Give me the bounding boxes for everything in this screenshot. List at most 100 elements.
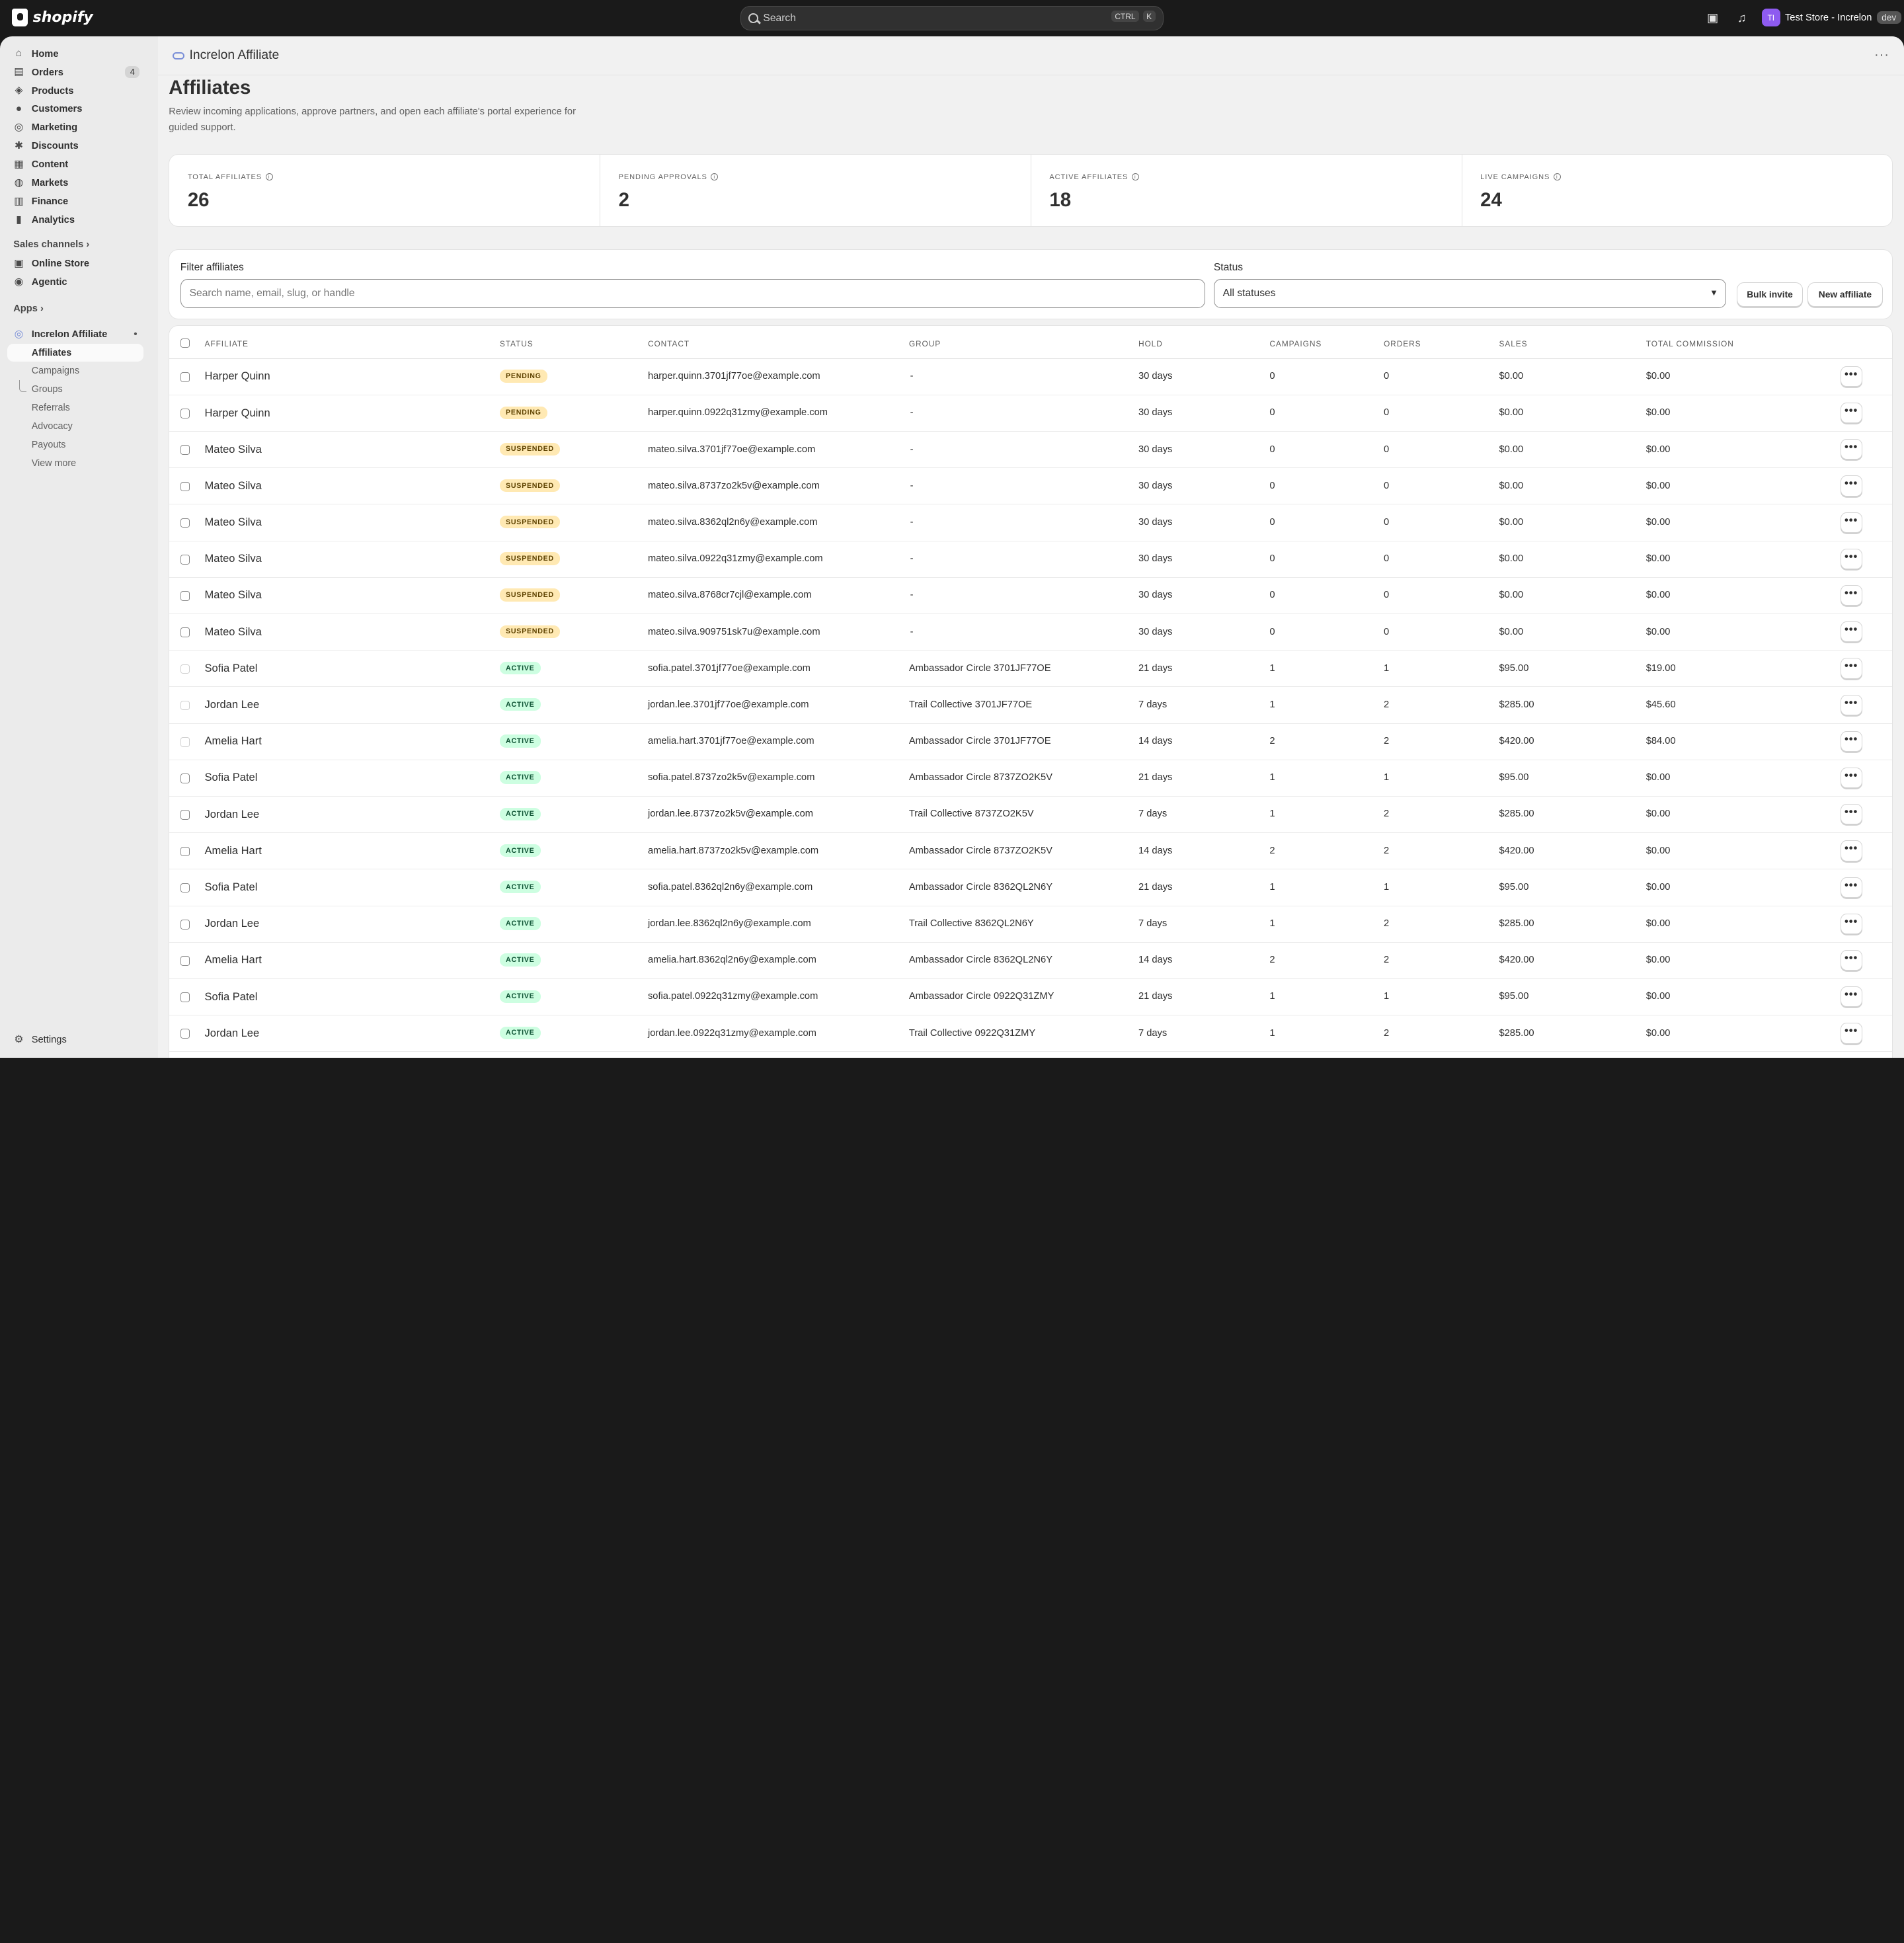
table-row[interactable]: Mateo Silva SUSPENDED mateo.silva.3701jf77… <box>169 432 1893 469</box>
column-header-status[interactable]: STATUS <box>499 339 534 349</box>
row-actions-button[interactable]: ••• <box>1840 840 1862 861</box>
table-row[interactable]: Mateo Silva SUSPENDED mateo.silva.8737zo2k… <box>169 468 1893 505</box>
status-select[interactable]: All statuses ▼ <box>1213 278 1726 308</box>
affiliate-name[interactable]: Harper Quinn <box>204 406 270 419</box>
row-checkbox[interactable] <box>180 554 190 565</box>
sidebar-item-orders[interactable]: ▤ Orders 4 <box>7 63 143 82</box>
affiliate-name[interactable]: Harper Quinn <box>204 370 270 383</box>
row-actions-button[interactable]: ••• <box>1840 877 1862 898</box>
column-header-group[interactable]: GROUP <box>908 339 941 349</box>
table-row[interactable]: Mateo Silva SUSPENDED mateo.silva.8362ql2n… <box>169 505 1893 541</box>
sidebar-item-increlon-affiliate[interactable]: ◎ Increlon Affiliate • <box>7 325 143 344</box>
sidebar-item-finance[interactable]: ▥ Finance <box>7 192 143 211</box>
table-row[interactable]: Mateo Silva SUSPENDED mateo.silva.909751sk… <box>169 614 1893 651</box>
sidebar-subitem-view-more[interactable]: View more <box>31 458 77 469</box>
sidebar-item-content[interactable]: ▦ Content <box>7 155 143 174</box>
table-row[interactable]: Sofia Patel ACTIVE sofia.patel.8362ql2n6y@… <box>169 870 1893 906</box>
affiliate-name[interactable]: Sofia Patel <box>204 881 258 894</box>
column-header-sales[interactable]: SALES <box>1499 339 1528 349</box>
row-checkbox[interactable] <box>180 372 190 382</box>
row-actions-button[interactable]: ••• <box>1840 439 1862 460</box>
row-actions-button[interactable]: ••• <box>1840 366 1862 387</box>
affiliate-name[interactable]: Jordan Lee <box>204 917 260 930</box>
row-actions-button[interactable]: ••• <box>1840 548 1862 569</box>
sidebar-item-agentic[interactable]: ◉ Agentic <box>7 274 143 292</box>
sidebar-item-products[interactable]: ◈ Products <box>7 82 143 100</box>
bell-icon[interactable]: ♫ <box>1737 10 1747 24</box>
sidebar-item-home[interactable]: ⌂ Home <box>7 45 143 63</box>
affiliate-name[interactable]: Jordan Lee <box>204 698 260 711</box>
store-icon[interactable]: ▣ <box>1706 10 1719 24</box>
sidebar-subitem-groups[interactable]: Groups <box>31 384 63 395</box>
row-checkbox[interactable] <box>180 1029 190 1039</box>
sidebar-subitem-campaigns[interactable]: Campaigns <box>31 366 80 377</box>
sidebar-item-customers[interactable]: ● Customers <box>7 100 143 119</box>
row-actions-button[interactable]: ••• <box>1840 913 1862 934</box>
row-checkbox[interactable] <box>180 992 190 1002</box>
sidebar-item-discounts[interactable]: ✱ Discounts <box>7 138 143 156</box>
affiliate-name[interactable]: Mateo Silva <box>204 479 262 492</box>
row-checkbox[interactable] <box>180 627 190 638</box>
affiliate-name[interactable]: Sofia Patel <box>204 661 258 674</box>
table-row[interactable]: Sofia Patel ACTIVE sofia.patel.0922q31zmy@… <box>169 979 1893 1016</box>
table-row[interactable]: Sofia Patel ACTIVE sofia.patel.3701jf77oe@… <box>169 651 1893 688</box>
new-affiliate-button[interactable]: New affiliate <box>1807 282 1883 307</box>
sidebar-item-online-store[interactable]: ▣ Online Store <box>7 255 143 274</box>
global-search[interactable]: Search CTRL K <box>740 6 1164 30</box>
info-icon[interactable]: i <box>265 173 273 181</box>
row-checkbox[interactable] <box>180 736 190 747</box>
table-row[interactable]: Jordan Lee ACTIVE jordan.lee.8362ql2n6y@ex… <box>169 906 1893 943</box>
row-checkbox[interactable] <box>180 956 190 966</box>
shopify-logo[interactable]: shopify <box>12 8 93 27</box>
row-actions-button[interactable]: ••• <box>1840 767 1862 789</box>
row-checkbox[interactable] <box>180 664 190 674</box>
sidebar-item-marketing[interactable]: ◎ Marketing <box>7 119 143 138</box>
row-checkbox[interactable] <box>180 846 190 857</box>
table-row[interactable]: Harper Quinn PENDING harper.quinn.3701jf77… <box>169 359 1893 395</box>
affiliate-name[interactable]: Mateo Silva <box>204 588 262 602</box>
info-icon[interactable]: i <box>1131 173 1139 181</box>
row-actions-button[interactable]: ••• <box>1840 949 1862 971</box>
affiliate-name[interactable]: Sofia Patel <box>204 771 258 784</box>
affiliate-name[interactable]: Sofia Patel <box>204 990 258 1003</box>
sidebar-subitem-referrals[interactable]: Referrals <box>31 403 70 414</box>
row-checkbox[interactable] <box>180 773 190 783</box>
row-checkbox[interactable] <box>180 883 190 893</box>
select-all-checkbox[interactable] <box>180 338 190 348</box>
affiliate-name[interactable]: Mateo Silva <box>204 625 262 638</box>
affiliate-name[interactable]: Jordan Lee <box>204 1026 260 1039</box>
table-row[interactable]: Amelia Hart ACTIVE amelia.hart.8362ql2n6y@… <box>169 943 1893 979</box>
column-header-total-commission[interactable]: TOTAL COMMISSION <box>1646 339 1734 349</box>
affiliate-name[interactable]: Amelia Hart <box>204 953 262 967</box>
row-actions-button[interactable]: ••• <box>1840 475 1862 496</box>
sales-channels-heading[interactable]: Sales channels › <box>13 239 90 250</box>
row-actions-button[interactable]: ••• <box>1840 986 1862 1008</box>
affiliate-name[interactable]: Mateo Silva <box>204 442 262 456</box>
bulk-invite-button[interactable]: Bulk invite <box>1737 282 1803 307</box>
sidebar-subitem-payouts[interactable]: Payouts <box>31 440 66 451</box>
row-actions-button[interactable]: ••• <box>1840 658 1862 679</box>
row-actions-button[interactable]: ••• <box>1840 621 1862 643</box>
column-header-affiliate[interactable]: AFFILIATE <box>204 339 249 349</box>
table-row[interactable]: Sofia Patel ACTIVE sofia.patel.8737zo2k5v@… <box>169 760 1893 797</box>
row-actions-button[interactable]: ••• <box>1840 694 1862 715</box>
row-checkbox[interactable] <box>180 518 190 528</box>
row-checkbox[interactable] <box>180 700 190 711</box>
table-row[interactable]: Mateo Silva SUSPENDED mateo.silva.0922q31z… <box>169 541 1893 578</box>
sidebar-subitem-affiliates[interactable]: Affiliates <box>7 343 143 362</box>
table-row[interactable]: Jordan Lee ACTIVE jordan.lee.3701jf77oe@ex… <box>169 688 1893 724</box>
row-checkbox[interactable] <box>180 445 190 456</box>
table-row[interactable]: Amelia Hart ACTIVE amelia.hart.3701jf77oe@… <box>169 724 1893 760</box>
table-row[interactable]: Jordan Lee ACTIVE jordan.lee.8737zo2k5v@ex… <box>169 797 1893 834</box>
affiliate-name[interactable]: Mateo Silva <box>204 552 262 565</box>
info-icon[interactable]: i <box>711 173 719 181</box>
table-row[interactable]: Mateo Silva SUSPENDED mateo.silva.8768cr7c… <box>169 578 1893 615</box>
row-actions-button[interactable]: ••• <box>1840 731 1862 752</box>
row-checkbox[interactable] <box>180 481 190 492</box>
row-actions-button[interactable]: ••• <box>1840 584 1862 606</box>
column-header-hold[interactable]: HOLD <box>1138 339 1163 349</box>
sidebar-subitem-advocacy[interactable]: Advocacy <box>31 421 73 432</box>
row-actions-button[interactable]: ••• <box>1840 512 1862 533</box>
column-header-contact[interactable]: CONTACT <box>647 339 690 349</box>
affiliate-search-input[interactable] <box>180 278 1205 308</box>
